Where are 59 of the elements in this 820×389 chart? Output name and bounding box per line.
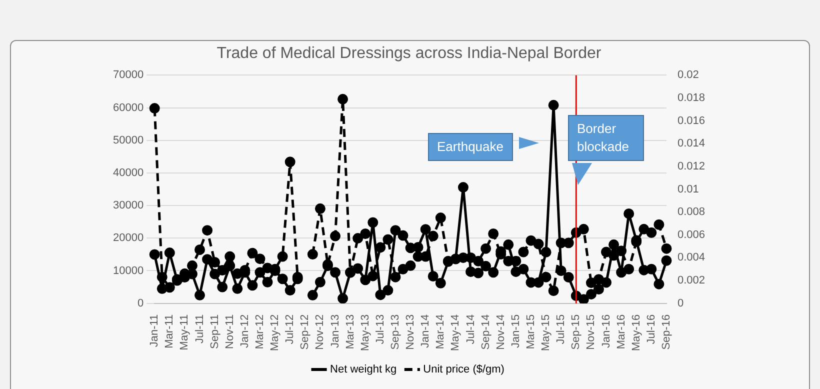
- y-tick-label: 70000: [112, 69, 144, 82]
- y2-tick-label: 0.016: [677, 114, 706, 127]
- x-tick-label: Jul-13: [374, 314, 386, 344]
- x-tick-label: Nov-15: [585, 314, 598, 350]
- x-tick-label: Mar-11: [164, 314, 176, 348]
- x-tick-label: Nov-13: [404, 314, 417, 350]
- y-tick-label: 50000: [112, 134, 144, 146]
- x-tick-label: Mar-12: [254, 314, 266, 350]
- x-tick-label: Jan-13: [329, 314, 342, 348]
- x-tick-label: Mar-13: [344, 314, 356, 350]
- x-tick-label: Jan-15: [510, 314, 522, 348]
- y2-tick-label: 0.012: [677, 160, 706, 172]
- y2-tick-label: 0.002: [677, 274, 706, 287]
- y-tick-label: 20000: [112, 232, 144, 244]
- y-tick-label: 60000: [112, 102, 144, 114]
- x-tick-label: May-12: [269, 314, 282, 352]
- x-tick-label: May-14: [450, 314, 462, 352]
- x-tick-label: Sep-11: [208, 314, 221, 349]
- x-tick-label: Jul-11: [194, 314, 206, 344]
- x-tick-label: May-16: [630, 314, 642, 352]
- y-tick-label: 30000: [112, 200, 144, 212]
- x-tick-label: Mar-16: [615, 314, 628, 350]
- x-tick-label: Jul-12: [284, 314, 296, 344]
- x-tick-label: Jan-16: [600, 314, 612, 348]
- y2-tick-label: 0.014: [677, 138, 706, 150]
- x-tick-label: Jan-12: [238, 314, 251, 348]
- legend-label: Unit price ($/gm): [423, 364, 504, 376]
- x-tick-label: Jan-11: [148, 314, 161, 348]
- x-tick-label: May-15: [540, 314, 552, 352]
- chart-title: Trade of Medical Dressings across India-Nepal Border: [216, 45, 602, 62]
- x-tick-label: Jul-15: [555, 314, 568, 344]
- y2-tick-label: 0.004: [677, 252, 706, 264]
- y2-tick-label: 0.006: [677, 228, 706, 241]
- x-tick-label: Sep-15: [570, 314, 582, 350]
- legend-label: Net weight kg: [330, 364, 397, 376]
- y2-tick-label: 0.02: [677, 69, 699, 82]
- y-tick-label: 10000: [112, 264, 144, 277]
- x-tick-label: Mar-14: [434, 314, 447, 350]
- y2-tick-label: 0.008: [677, 206, 706, 218]
- ref-line-label: Border blockade: [568, 115, 644, 162]
- x-tick-label: Jan-14: [420, 314, 432, 348]
- x-tick-label: May-11: [178, 314, 191, 350]
- x-tick-label: Jul-14: [464, 314, 477, 344]
- x-tick-label: Nov-11: [224, 314, 236, 349]
- y2-tick-label: 0.01: [677, 183, 699, 196]
- x-tick-label: Sep-12: [299, 314, 312, 350]
- x-tick-label: May-13: [359, 314, 372, 352]
- y2-tick-label: 0: [677, 297, 684, 310]
- x-tick-label: Nov-12: [314, 314, 326, 350]
- y-tick-label: 0: [137, 297, 144, 310]
- y2-tick-label: 0.018: [677, 92, 706, 104]
- x-tick-label: Sep-16: [660, 314, 673, 350]
- x-tick-label: Jul-16: [645, 314, 658, 344]
- x-tick-label: Sep-13: [390, 314, 402, 350]
- x-tick-label: Mar-15: [525, 314, 538, 350]
- x-tick-label: Nov-14: [494, 314, 507, 350]
- x-tick-label: Sep-14: [480, 314, 492, 350]
- y-tick-label: 40000: [112, 166, 144, 179]
- annotation: Earthquake: [428, 133, 512, 162]
